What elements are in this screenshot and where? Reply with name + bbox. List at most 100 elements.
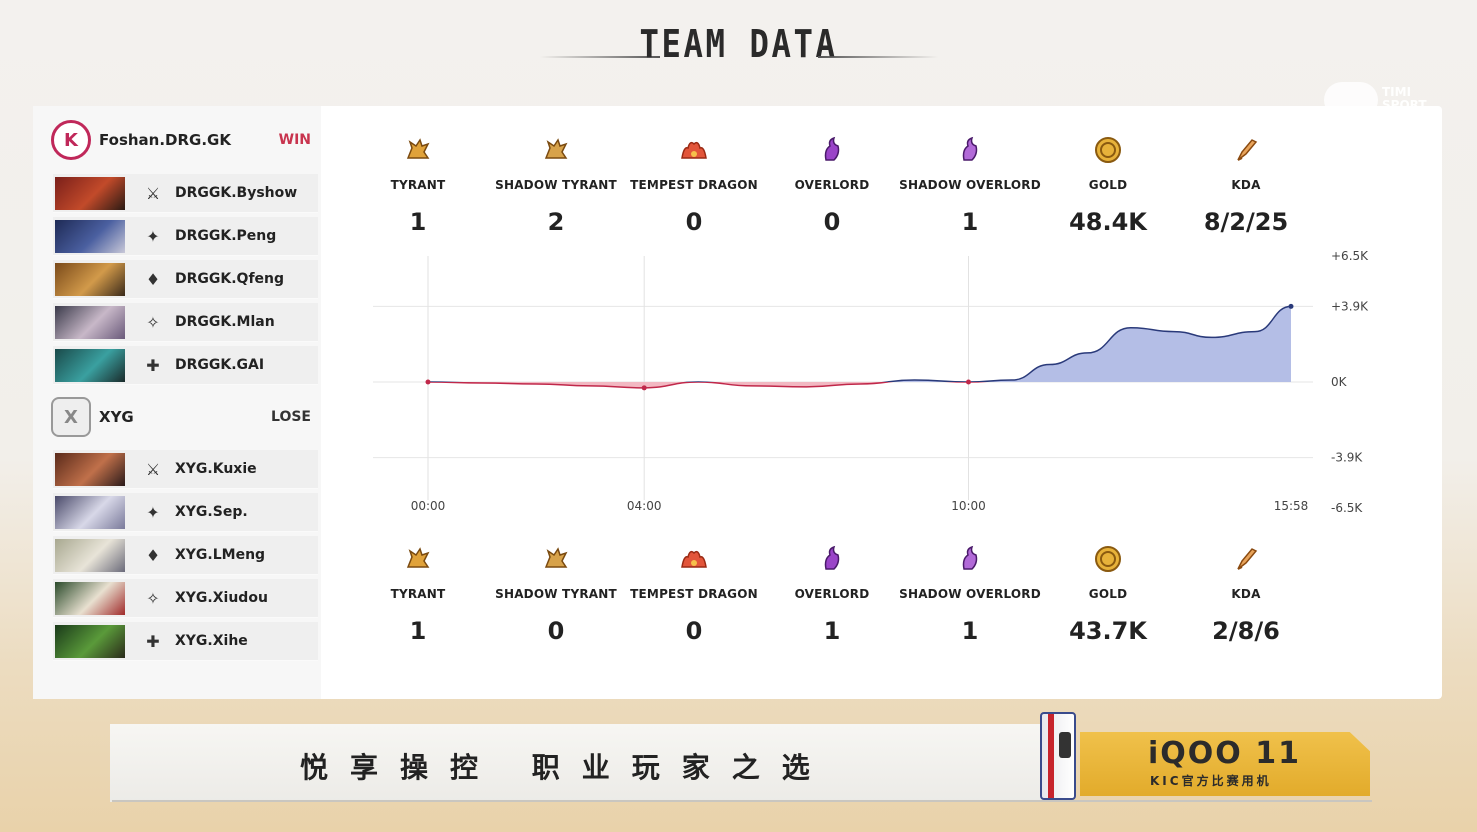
stat-shadow-overlord: SHADOW OVERLORD 1 [895,543,1045,645]
banner-divider [112,800,1372,802]
title-wrap: TEAM DATA [0,22,1477,66]
team-result: WIN [278,132,311,148]
player-row: ✦ DRGGK.Peng [53,217,318,256]
hero-portrait [55,495,125,529]
page-title: TEAM DATA [639,22,838,66]
player-name: DRGGK.Peng [175,228,277,244]
player-row: ♦ XYG.LMeng [53,536,318,575]
sponsor-plate: iQOO 11 KIC官方比赛用机 [1080,732,1370,796]
stat-tyrant: TYRANT 1 [343,134,493,236]
sponsor-banner [110,724,1070,802]
stat-label: SHADOW OVERLORD [899,178,1041,192]
roam-icon: ✚ [146,631,160,651]
player-row: ✧ DRGGK.Mlan [53,303,318,342]
team-logo-icon: X [51,397,91,437]
x-tick-label: 04:00 [627,499,662,513]
shadow-overlord-icon [895,134,1045,166]
player-name: XYG.Xihe [175,633,248,649]
y-tick-label: +6.5K [1331,249,1369,263]
player-name: XYG.Kuxie [175,461,257,477]
kda-sword-icon [1171,134,1321,166]
tyrant-icon [343,543,493,575]
phone-image [1040,712,1076,800]
deficit-line [427,382,988,389]
team-name: Foshan.DRG.GK [99,131,231,149]
hero-portrait [55,538,125,572]
team-data-panel: K Foshan.DRG.GK WIN ⚔ DRGGK.Byshow ✦ DRGGK.… [33,106,1442,699]
event-marker [965,379,971,385]
x-tick-label: 10:00 [951,499,986,513]
stat-value: 2 [547,208,565,236]
stat-value: 0 [823,208,841,236]
team-1-stats: TYRANT 1 SHADOW TYRANT 2 TEMPEST DRAGON 0 OVER… [343,134,1288,244]
stat-value: 1 [409,208,427,236]
gold-coin-icon [1033,134,1183,166]
stat-label: OVERLORD [794,587,870,601]
x-tick-label: 15:58 [1274,499,1309,513]
stat-label: TYRANT [390,587,446,601]
jungle-icon: ✦ [146,226,160,246]
stat-label: TEMPEST DRAGON [630,587,758,601]
event-marker [425,379,431,385]
player-row: ♦ DRGGK.Qfeng [53,260,318,299]
player-row: ⚔ XYG.Kuxie [53,450,318,489]
stat-shadow-overlord: SHADOW OVERLORD 1 [895,134,1045,236]
y-tick-label: -3.9K [1331,451,1363,465]
stat-label: GOLD [1088,178,1128,192]
team-header-1: K Foshan.DRG.GK WIN [33,109,321,171]
hero-portrait [55,348,125,382]
shadow-tyrant-icon [481,543,631,575]
team-logo-icon: K [51,120,91,160]
stat-gold: GOLD 48.4K [1033,134,1183,236]
stat-tempest-dragon: TEMPEST DRAGON 0 [619,543,769,645]
overlord-icon [757,134,907,166]
team-result: LOSE [271,409,311,425]
player-name: XYG.Sep. [175,504,248,520]
sponsor-brand: iQOO 11 [1148,736,1301,771]
stat-label: OVERLORD [794,178,870,192]
lead-area [428,306,1291,382]
stat-label: GOLD [1088,587,1128,601]
event-marker [641,385,647,391]
clash-lane-icon: ⚔ [145,183,161,203]
stat-overlord: OVERLORD 1 [757,543,907,645]
banner-slogan: 悦享操控 职业玩家之选 [300,751,832,784]
stat-label: KDA [1231,178,1261,192]
stat-label: SHADOW TYRANT [495,178,617,192]
mid-lane-icon: ♦ [145,545,161,565]
clash-lane-icon: ⚔ [145,459,161,479]
y-tick-label: +3.9K [1331,299,1369,313]
jungle-icon: ✦ [146,502,160,522]
stat-value: 0 [685,617,703,645]
stat-label: SHADOW OVERLORD [899,587,1041,601]
hero-portrait [55,262,125,296]
sponsor-subtitle: KIC官方比赛用机 [1150,774,1272,788]
roam-icon: ✚ [146,355,160,375]
player-row: ✦ XYG.Sep. [53,493,318,532]
player-name: DRGGK.Mlan [175,314,275,330]
tempest-dragon-icon [619,134,769,166]
stat-value: 8/2/25 [1203,208,1289,236]
team-name: XYG [99,408,134,426]
stat-shadow-tyrant: SHADOW TYRANT 2 [481,134,631,236]
title-decor-right [818,56,938,58]
hero-portrait [55,305,125,339]
stat-value: 0 [685,208,703,236]
stat-overlord: OVERLORD 0 [757,134,907,236]
hero-portrait [55,219,125,253]
player-row: ✚ XYG.Xihe [53,622,318,661]
y-tick-label: -6.5K [1331,501,1363,515]
gold-coin-icon [1033,543,1183,575]
shadow-overlord-icon [895,543,1045,575]
player-name: DRGGK.Qfeng [175,271,285,287]
stat-tyrant: TYRANT 1 [343,543,493,645]
stat-label: TYRANT [390,178,446,192]
tyrant-icon [343,134,493,166]
y-tick-label: 0K [1331,375,1348,389]
player-name: DRGGK.Byshow [175,185,298,201]
stat-value: 2/8/6 [1212,617,1280,645]
stat-kda: KDA 2/8/6 [1171,543,1321,645]
stat-value: 1 [961,208,979,236]
roster-sidebar: K Foshan.DRG.GK WIN ⚔ DRGGK.Byshow ✦ DRGGK.… [33,106,321,699]
end-point [1288,303,1294,309]
